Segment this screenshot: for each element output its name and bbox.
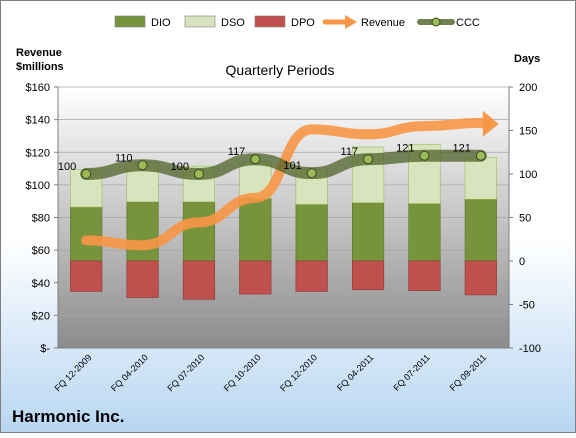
ccc-data-label: 117	[341, 146, 359, 158]
left-tick-label: $20	[32, 310, 50, 322]
ccc-data-label: 110	[115, 152, 133, 164]
legend-swatch-dso	[184, 15, 216, 28]
right-tick-label: 200	[519, 82, 537, 94]
bar-dio	[182, 201, 216, 262]
bar-dio	[126, 201, 159, 262]
legend: DIO DSO DPO Revenue CCC	[114, 15, 480, 29]
legend-label: DSO	[221, 17, 245, 29]
legend-label: Revenue	[361, 17, 405, 29]
right-tick-label: -50	[519, 300, 535, 312]
bar-dio	[239, 198, 272, 262]
legend-label: DIO	[151, 17, 171, 29]
ccc-data-label: 121	[396, 143, 414, 155]
right-tick-label: 100	[519, 169, 537, 181]
left-tick-label: $40	[32, 278, 50, 290]
bar-dso	[464, 157, 497, 200]
ccc-point	[81, 169, 92, 179]
bar-dio	[351, 202, 385, 262]
left-tick-label: $80	[32, 213, 50, 225]
bar-dpo	[408, 260, 441, 291]
bar-dpo	[239, 260, 272, 295]
legend-label: CCC	[456, 17, 480, 29]
legend-arrowhead-icon	[345, 15, 357, 29]
left-tick-label: $140	[26, 115, 50, 127]
ccc-data-label: 121	[452, 143, 470, 155]
legend-swatch-dio	[114, 15, 146, 28]
left-axis-title-line2: $millions	[16, 61, 64, 73]
left-tick-label: $60	[32, 245, 50, 257]
right-tick-label: 150	[519, 126, 537, 138]
ccc-data-label: 100	[171, 161, 189, 173]
ccc-data-label: 117	[228, 146, 246, 158]
bar-dpo	[464, 260, 497, 296]
right-axis-title: Days	[514, 53, 540, 65]
ccc-point	[306, 168, 317, 179]
bar-dio	[295, 204, 328, 262]
chart-title: Quarterly Periods	[226, 62, 335, 78]
bar-dpo	[295, 260, 328, 292]
left-axis-title-line1: Revenue	[16, 47, 62, 59]
bar-dpo	[70, 260, 103, 292]
bar-dio	[70, 206, 103, 262]
ccc-point	[419, 150, 430, 161]
legend-swatch-dpo	[254, 15, 286, 28]
left-tick-label: $100	[26, 180, 50, 192]
legend-marker-ccc	[431, 17, 441, 27]
left-tick-label: $160	[26, 82, 50, 94]
right-tick-label: 0	[519, 256, 525, 268]
bar-dpo	[126, 260, 159, 298]
bar-dio	[464, 198, 497, 262]
ccc-data-label: 100	[58, 161, 76, 173]
legend-label: DPO	[291, 17, 315, 29]
company-name: Harmonic Inc.	[12, 407, 124, 426]
ccc-point	[137, 160, 148, 171]
bar-dpo	[351, 260, 385, 291]
ccc-line: 100 110 100 117 101 117 121 121	[58, 143, 487, 181]
ccc-point	[475, 150, 486, 161]
ccc-point	[363, 154, 374, 165]
left-tick-label: $-	[40, 343, 50, 355]
ccc-point	[250, 154, 261, 165]
bar-dpo	[182, 260, 216, 300]
right-tick-label: 50	[519, 213, 531, 225]
right-tick-label: -100	[519, 343, 541, 355]
ccc-data-label: 101	[283, 160, 301, 172]
revenue-arrowhead	[482, 110, 499, 137]
ccc-point	[193, 169, 204, 179]
left-tick-label: $120	[26, 147, 50, 159]
bar-dio	[408, 203, 441, 262]
